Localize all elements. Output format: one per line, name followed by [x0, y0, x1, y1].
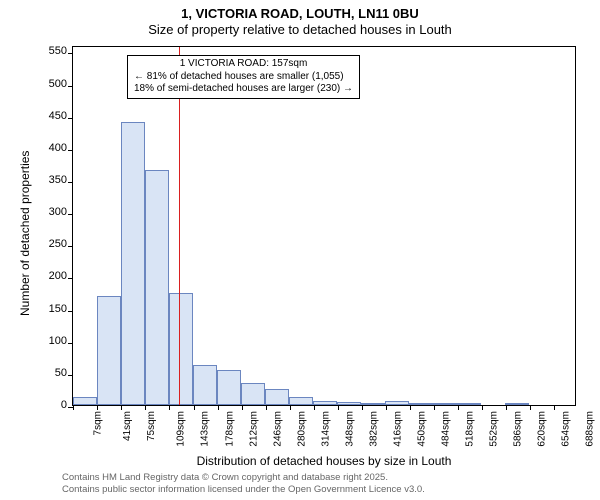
histogram-bar	[241, 383, 265, 406]
ytick-mark	[68, 118, 73, 119]
xtick-mark	[530, 405, 531, 410]
ytick-label: 250	[49, 238, 67, 250]
annotation-box: 1 VICTORIA ROAD: 157sqm← 81% of detached…	[127, 55, 360, 99]
xtick-label: 75sqm	[146, 411, 157, 441]
ytick-label: 300	[49, 206, 67, 218]
histogram-bar	[265, 389, 289, 405]
xtick-mark	[386, 405, 387, 410]
plot-area: 0501001502002503003504004505005507sqm41s…	[72, 46, 576, 406]
histogram-bar	[409, 403, 433, 405]
ytick-label: 100	[49, 335, 67, 347]
xtick-label: 382sqm	[368, 411, 379, 447]
xtick-label: 688sqm	[584, 411, 595, 447]
histogram-bar	[97, 296, 121, 405]
ytick-label: 400	[49, 142, 67, 154]
annotation-line3: 18% of semi-detached houses are larger (…	[134, 83, 353, 96]
xtick-label: 586sqm	[512, 411, 523, 447]
attribution: Contains HM Land Registry data © Crown c…	[62, 472, 425, 497]
histogram-bar	[289, 397, 313, 405]
histogram-bar	[121, 122, 145, 405]
ytick-mark	[68, 53, 73, 54]
histogram-bar	[145, 170, 169, 405]
ytick-mark	[68, 214, 73, 215]
ytick-mark	[68, 343, 73, 344]
ytick-mark	[68, 375, 73, 376]
xtick-mark	[242, 405, 243, 410]
xtick-label: 41sqm	[122, 411, 133, 441]
ytick-mark	[68, 311, 73, 312]
xtick-mark	[458, 405, 459, 410]
ytick-mark	[68, 150, 73, 151]
ytick-label: 550	[49, 45, 67, 57]
xtick-label: 484sqm	[440, 411, 451, 447]
ytick-label: 350	[49, 174, 67, 186]
ytick-mark	[68, 86, 73, 87]
xtick-mark	[290, 405, 291, 410]
histogram-bar	[169, 293, 193, 406]
y-axis-label: Number of detached properties	[18, 151, 32, 316]
xtick-mark	[266, 405, 267, 410]
xtick-label: 178sqm	[224, 411, 235, 447]
xtick-label: 143sqm	[200, 411, 211, 447]
xtick-mark	[482, 405, 483, 410]
xtick-mark	[145, 405, 146, 410]
histogram-bar	[193, 365, 217, 405]
ytick-label: 500	[49, 78, 67, 90]
xtick-mark	[169, 405, 170, 410]
xtick-mark	[194, 405, 195, 410]
chart-title-line2: Size of property relative to detached ho…	[0, 22, 600, 37]
reference-line	[179, 47, 180, 405]
xtick-mark	[97, 405, 98, 410]
xtick-label: 654sqm	[560, 411, 571, 447]
xtick-label: 518sqm	[464, 411, 475, 447]
attribution-line2: Contains public sector information licen…	[62, 484, 425, 496]
chart-container: 1, VICTORIA ROAD, LOUTH, LN11 0BU Size o…	[0, 0, 600, 500]
histogram-bar	[457, 403, 481, 405]
histogram-bar	[217, 370, 241, 405]
xtick-mark	[362, 405, 363, 410]
ytick-mark	[68, 278, 73, 279]
x-axis-label: Distribution of detached houses by size …	[72, 454, 576, 468]
histogram-bar	[337, 402, 361, 405]
histogram-bar	[361, 403, 385, 405]
xtick-label: 246sqm	[272, 411, 283, 447]
ytick-label: 450	[49, 110, 67, 122]
ytick-label: 0	[61, 399, 67, 411]
ytick-label: 200	[49, 270, 67, 282]
xtick-label: 416sqm	[392, 411, 403, 447]
ytick-mark	[68, 182, 73, 183]
xtick-mark	[121, 405, 122, 410]
xtick-mark	[434, 405, 435, 410]
xtick-label: 450sqm	[416, 411, 427, 447]
xtick-mark	[73, 405, 74, 410]
xtick-mark	[506, 405, 507, 410]
xtick-label: 348sqm	[344, 411, 355, 447]
xtick-mark	[218, 405, 219, 410]
ytick-label: 50	[55, 367, 67, 379]
annotation-line1: 1 VICTORIA ROAD: 157sqm	[134, 58, 353, 71]
xtick-label: 314sqm	[320, 411, 331, 447]
xtick-mark	[314, 405, 315, 410]
xtick-label: 552sqm	[488, 411, 499, 447]
xtick-label: 620sqm	[536, 411, 547, 447]
ytick-label: 150	[49, 303, 67, 315]
ytick-mark	[68, 246, 73, 247]
histogram-bar	[73, 397, 97, 405]
histogram-bar	[313, 401, 337, 405]
chart-title-line1: 1, VICTORIA ROAD, LOUTH, LN11 0BU	[0, 6, 600, 21]
xtick-mark	[554, 405, 555, 410]
xtick-mark	[338, 405, 339, 410]
histogram-bar	[433, 403, 457, 405]
xtick-label: 109sqm	[176, 411, 187, 447]
xtick-mark	[410, 405, 411, 410]
histogram-bar	[505, 403, 529, 405]
xtick-label: 212sqm	[248, 411, 259, 447]
annotation-line2: ← 81% of detached houses are smaller (1,…	[134, 71, 353, 84]
histogram-bar	[385, 401, 409, 405]
attribution-line1: Contains HM Land Registry data © Crown c…	[62, 472, 425, 484]
xtick-label: 7sqm	[92, 411, 103, 435]
xtick-label: 280sqm	[296, 411, 307, 447]
